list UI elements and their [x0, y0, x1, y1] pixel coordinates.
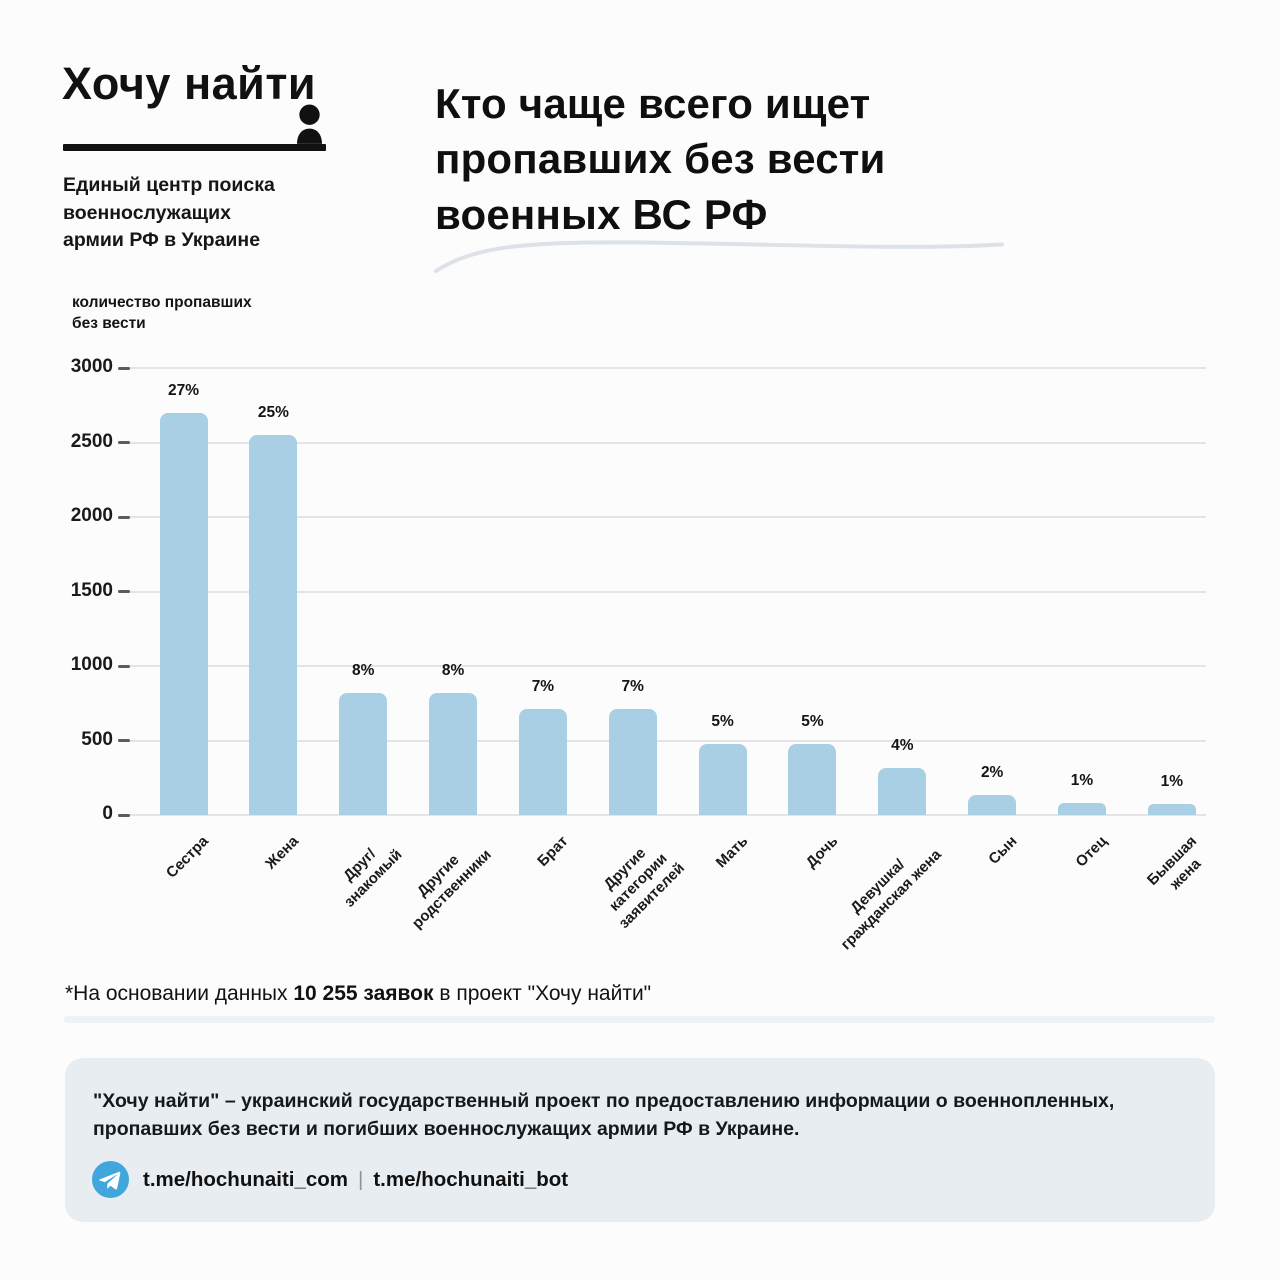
telegram-links: t.me/hochunaiti_com | t.me/hochunaiti_bot — [143, 1168, 568, 1192]
bar — [1147, 804, 1196, 815]
gridline — [128, 665, 1206, 667]
x-axis-category-label: Друг/знакомый — [327, 832, 407, 912]
x-axis-category-line: Жена — [262, 832, 303, 873]
x-axis-category-label: Брат — [534, 832, 573, 871]
gridline — [128, 441, 1206, 444]
gridline — [128, 590, 1206, 593]
x-axis-category-label: Другие родственники — [395, 832, 496, 933]
y-tick-mark — [118, 366, 130, 370]
x-axis-category-line: Мать — [712, 832, 752, 872]
bar — [698, 744, 747, 815]
page-title-line: Кто чаще всего ищет — [435, 80, 871, 127]
y-axis-tick-label: 500 — [81, 728, 113, 750]
project-description: "Хочу найти" – украинский государственны… — [93, 1090, 1115, 1141]
y-tick-mark — [118, 441, 130, 444]
y-tick-mark — [118, 813, 130, 817]
x-axis-category-label: Дочь — [802, 832, 842, 872]
footnote-text: в проект "Хочу найти" — [433, 982, 652, 1005]
logo-subtitle-line: армии РФ в Украине — [63, 229, 261, 252]
gridline — [128, 814, 1206, 816]
bar — [968, 795, 1017, 815]
bar-percent-label: 4% — [891, 737, 914, 754]
y-axis-tick-label: 1500 — [70, 579, 113, 601]
telegram-link-com[interactable]: t.me/hochunaiti_com — [143, 1167, 349, 1191]
y-axis-title-line: без вести — [72, 314, 146, 332]
logo-subtitle-line: военнослужащих — [63, 201, 231, 224]
x-axis-category-label: Бывшая жена — [1144, 832, 1215, 903]
logo-subtitle-line: Единый центр поиска — [63, 174, 275, 196]
gridline — [128, 739, 1206, 742]
y-tick-mark — [118, 515, 130, 519]
x-axis-category-label: Девушка/гражданская жена — [823, 832, 945, 954]
bar-percent-label: 1% — [1070, 772, 1094, 789]
bar — [878, 768, 927, 815]
bar — [159, 413, 208, 815]
bar — [429, 693, 478, 815]
x-axis-category-label: Сын — [985, 832, 1022, 869]
telegram-icon — [92, 1161, 129, 1198]
page-title: Кто чаще всего ищет пропавших без вести … — [435, 76, 886, 242]
gridline — [128, 367, 1206, 369]
x-axis-category-line: Сын — [985, 832, 1021, 868]
logo-underline — [63, 144, 326, 151]
page-title-line: пропавших без вести — [435, 135, 886, 183]
bar — [1058, 803, 1106, 815]
data-source-footnote: *На основании данных 10 255 заявок в про… — [65, 982, 651, 1006]
bar — [339, 693, 388, 815]
section-divider — [64, 1016, 1215, 1023]
logo-subtitle: Единый центр поиска военнослужащих армии… — [63, 172, 275, 255]
bar-percent-label: 7% — [621, 678, 644, 695]
x-axis-category-line: Брат — [534, 832, 572, 870]
footnote-total: 10 255 заявок — [293, 982, 434, 1005]
y-axis-tick-label: 2000 — [70, 505, 113, 526]
logo-title: Хочу найти — [62, 58, 317, 109]
bar — [249, 435, 298, 815]
x-axis-category-label: Другие категории заявителей — [588, 832, 689, 933]
x-axis-category-line: Дочь — [802, 832, 842, 872]
bar-percent-label: 7% — [531, 678, 555, 695]
gridline — [128, 516, 1206, 518]
footnote-text: *На основании данных — [65, 982, 294, 1005]
bar-percent-label: 5% — [801, 713, 824, 730]
bar-percent-label: 1% — [1160, 773, 1184, 790]
x-axis-category-label: Мать — [712, 832, 752, 872]
x-axis-category-line: Отец — [1072, 832, 1111, 871]
x-axis-category-line: Сестра — [163, 832, 213, 882]
bar-percent-label: 8% — [441, 662, 465, 679]
y-axis-tick-label: 2500 — [70, 430, 113, 452]
y-tick-mark — [118, 739, 130, 742]
bar-percent-label: 27% — [167, 382, 200, 399]
telegram-links-row: t.me/hochunaiti_com | t.me/hochunaiti_bot — [92, 1161, 568, 1198]
title-underline-swoosh — [434, 240, 1004, 273]
y-tick-mark — [118, 590, 130, 593]
x-axis-category-label: Отец — [1072, 832, 1111, 871]
bar — [788, 744, 837, 815]
bar — [608, 709, 657, 815]
bar-percent-label: 25% — [257, 404, 289, 421]
link-separator: | — [358, 1167, 364, 1191]
project-info-box: "Хочу найти" – украинский государственны… — [65, 1058, 1215, 1222]
x-axis-category-label: Жена — [262, 832, 303, 873]
bar-percent-label: 5% — [711, 713, 734, 730]
page-title-line: военных ВС РФ — [435, 190, 768, 238]
bar — [518, 709, 567, 815]
x-axis-category-label: Сестра — [163, 832, 213, 882]
y-axis-title-line: количество пропавших — [72, 294, 252, 311]
y-axis-title: количество пропавших без вести — [72, 293, 252, 335]
y-tick-mark — [118, 664, 130, 668]
y-axis-tick-label: 1000 — [70, 654, 113, 675]
bar-percent-label: 8% — [351, 662, 375, 679]
telegram-link-bot[interactable]: t.me/hochunaiti_bot — [373, 1167, 569, 1191]
y-axis-tick-label: 3000 — [70, 356, 113, 377]
person-silhouette-icon — [297, 104, 322, 144]
y-axis-tick-label: 0 — [102, 803, 113, 824]
bar-percent-label: 2% — [980, 764, 1004, 781]
